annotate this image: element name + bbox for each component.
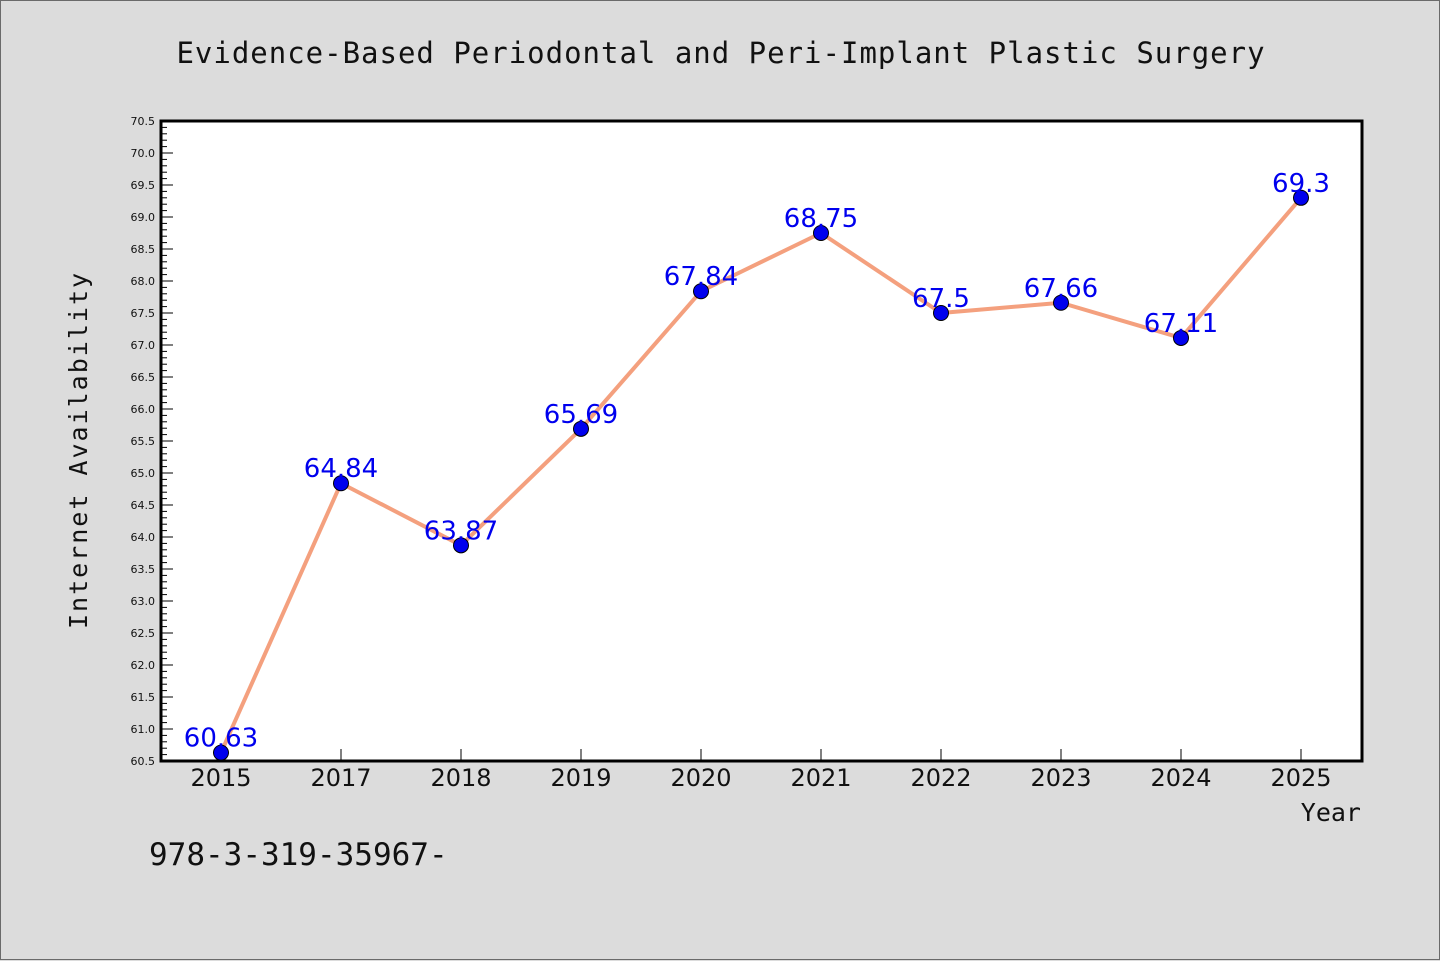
y-tick-label: 62.5 — [131, 627, 156, 640]
y-tick-label: 63.5 — [131, 563, 156, 576]
y-tick-label: 70.0 — [131, 147, 156, 160]
y-tick-label: 66.0 — [131, 403, 156, 416]
y-tick-label: 64.5 — [131, 499, 156, 512]
data-point — [1173, 329, 1189, 346]
y-axis-label: Internet Availability — [64, 271, 93, 629]
data-point — [813, 225, 829, 241]
data-label: 67.84 — [664, 262, 738, 292]
x-tick-label: 2020 — [670, 764, 731, 792]
data-label: 63.87 — [424, 516, 498, 546]
plot-area — [159, 119, 1364, 763]
data-point — [1053, 294, 1069, 311]
x-tick-label: 2018 — [430, 764, 491, 792]
y-tick-label: 68.0 — [131, 275, 156, 288]
data-point — [333, 475, 349, 492]
data-label: 60.63 — [184, 724, 258, 754]
y-tick-label: 61.0 — [131, 723, 156, 736]
data-label: 69.3 — [1272, 169, 1330, 199]
chart-title: Evidence-Based Periodontal and Peri-Impl… — [176, 36, 1265, 70]
data-label: 67.5 — [912, 284, 970, 314]
y-tick-label: 64.0 — [131, 531, 156, 544]
x-tick-label: 2021 — [790, 764, 851, 792]
x-tick-label: 2017 — [310, 764, 371, 792]
y-tick-label: 69.5 — [131, 179, 156, 192]
x-tick-label: 2019 — [550, 764, 611, 792]
y-tick-label: 65.0 — [131, 467, 156, 480]
data-point — [693, 283, 709, 300]
data-point — [573, 420, 589, 437]
y-tick-label: 68.5 — [131, 243, 156, 256]
x-tick-label: 2023 — [1030, 764, 1091, 792]
y-axis-ticks: 60.5 61.0 61.5 62.0 62.5 63.0 63.5 64.0 64.5 65.0… — [131, 115, 173, 768]
x-axis-label: Year — [1301, 798, 1361, 827]
y-tick-label: 60.5 — [131, 755, 156, 768]
data-point — [453, 537, 469, 554]
data-point — [933, 305, 949, 321]
data-label: 67.11 — [1144, 309, 1218, 339]
y-tick-label: 66.5 — [131, 371, 156, 384]
y-tick-label: 70.5 — [131, 115, 156, 128]
data-label: 67.66 — [1024, 274, 1098, 304]
series-line — [219, 196, 1303, 754]
y-tick-label: 62.0 — [131, 659, 156, 672]
data-point — [213, 744, 229, 761]
data-points — [213, 189, 1309, 761]
y-tick-label: 65.5 — [131, 435, 156, 448]
y-tick-label: 69.0 — [131, 211, 156, 224]
isbn-footer: 978-3-319-35967- — [149, 837, 448, 873]
y-tick-label: 67.5 — [131, 307, 156, 320]
data-labels: 60.63 64.84 63.87 65.69 67.84 68.75 67.5 67.66 6… — [184, 169, 1330, 754]
x-tick-label: 2024 — [1150, 764, 1211, 792]
x-tick-label: 2022 — [910, 764, 971, 792]
y-tick-label: 67.0 — [131, 339, 156, 352]
x-tick-label: 2015 — [190, 764, 251, 792]
data-label: 65.69 — [544, 400, 618, 430]
x-tick-label: 2025 — [1270, 764, 1331, 792]
y-tick-label: 63.0 — [131, 595, 156, 608]
data-point — [1293, 189, 1309, 206]
y-tick-label: 61.5 — [131, 691, 156, 704]
x-axis-ticks: 2015 2017 2018 2019 2020 2021 2022 2023 2024 2025 — [190, 749, 1332, 792]
data-label: 68.75 — [784, 204, 858, 234]
data-label: 64.84 — [304, 454, 378, 484]
